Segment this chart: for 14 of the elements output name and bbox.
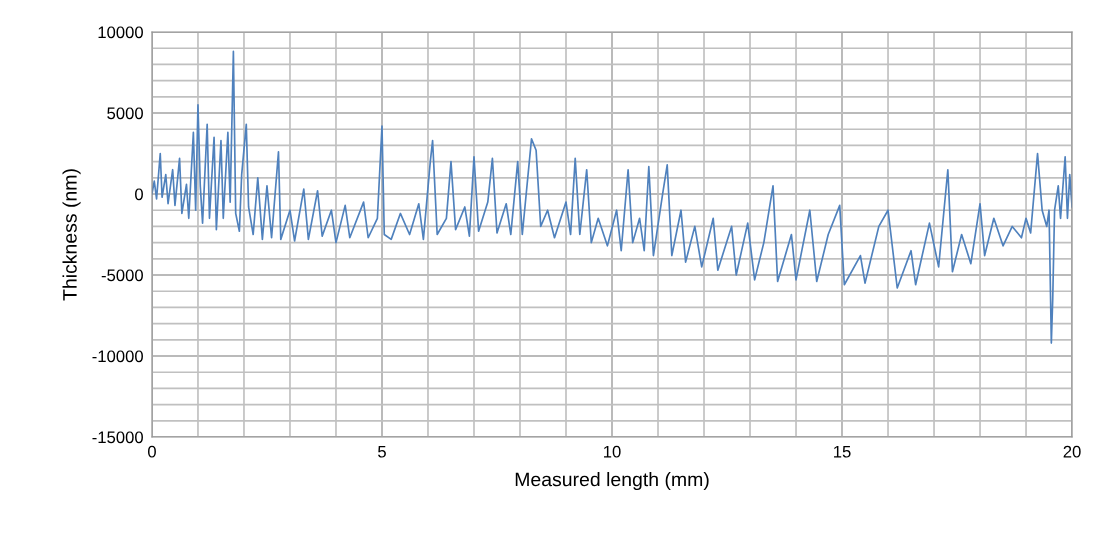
x-axis-title: Measured length (mm) bbox=[515, 472, 709, 491]
x-tick-label: 0 bbox=[147, 445, 156, 458]
y-tick-label: -5000 bbox=[101, 269, 143, 282]
line-series bbox=[151, 50, 1073, 344]
x-tick-label: 15 bbox=[834, 445, 851, 458]
y-axis-title: Thickness (nm) bbox=[62, 169, 81, 301]
y-tick-label: 0 bbox=[135, 188, 143, 201]
x-tick-label: 20 bbox=[1063, 445, 1081, 458]
y-tick-label: 5000 bbox=[107, 107, 143, 120]
x-tick-label: 5 bbox=[378, 445, 386, 458]
x-tick-label: 10 bbox=[604, 445, 621, 458]
y-tick-label: -15000 bbox=[92, 431, 143, 444]
y-tick-label: -10000 bbox=[92, 350, 143, 363]
y-tick-label: 10000 bbox=[98, 26, 143, 39]
